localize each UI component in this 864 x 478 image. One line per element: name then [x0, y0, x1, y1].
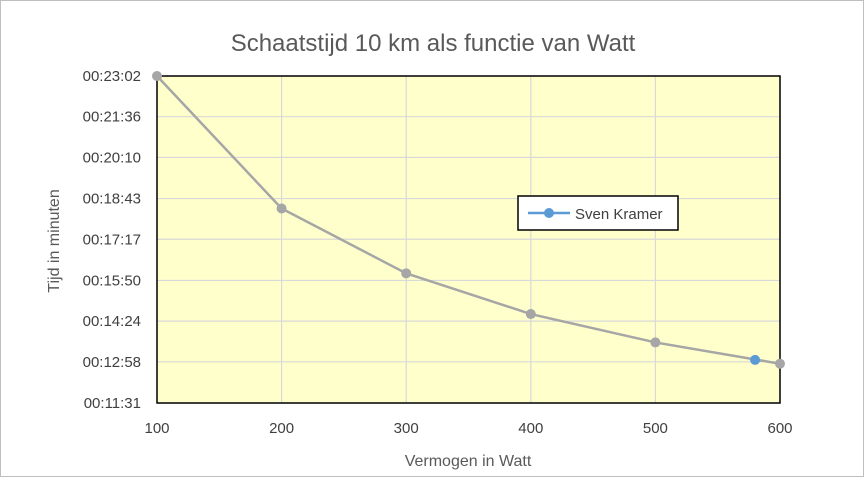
series-line [156, 75, 781, 365]
legend-marker-sven-kramer [544, 208, 554, 218]
y-tick-label: 00:17:17 [83, 231, 141, 248]
y-tick-label: 00:21:36 [83, 109, 141, 126]
x-tick-label: 400 [518, 420, 543, 437]
x-tick-label: 300 [394, 420, 419, 437]
plot-border [156, 75, 781, 404]
series-layer [152, 71, 785, 369]
x-axis-ticks: 100 200 300 400 500 600 [144, 420, 792, 437]
y-tick-label: 00:20:10 [83, 149, 141, 166]
data-point [650, 337, 661, 348]
y-axis-title: Tijd in minuten [46, 189, 63, 292]
x-tick-label: 100 [144, 420, 169, 437]
x-axis-title: Vermogen in Watt [405, 453, 532, 470]
x-tick-label: 500 [643, 420, 668, 437]
y-axis-ticks: 00:11:31 00:12:58 00:14:24 00:15:50 00:17:17… [83, 68, 141, 412]
x-tick-label: 200 [269, 420, 294, 437]
data-point [152, 71, 162, 81]
data-point-sven-kramer [750, 354, 761, 365]
y-tick-label: 00:12:58 [83, 354, 141, 371]
y-tick-label: 00:11:31 [84, 395, 141, 412]
y-tick-label: 00:14:24 [83, 313, 141, 330]
data-point [525, 309, 536, 320]
y-tick-label: 00:23:02 [83, 68, 141, 85]
data-point [775, 358, 785, 369]
data-point [401, 268, 412, 279]
data-point [276, 203, 287, 214]
legend: Sven Kramer [517, 195, 679, 231]
y-tick-label: 00:18:43 [83, 191, 141, 208]
x-tick-label: 600 [767, 420, 792, 437]
chart-title: Schaatstijd 10 km als functie van Watt [231, 30, 636, 57]
y-tick-label: 00:15:50 [83, 272, 141, 289]
legend-label-sven-kramer: Sven Kramer [575, 206, 663, 223]
